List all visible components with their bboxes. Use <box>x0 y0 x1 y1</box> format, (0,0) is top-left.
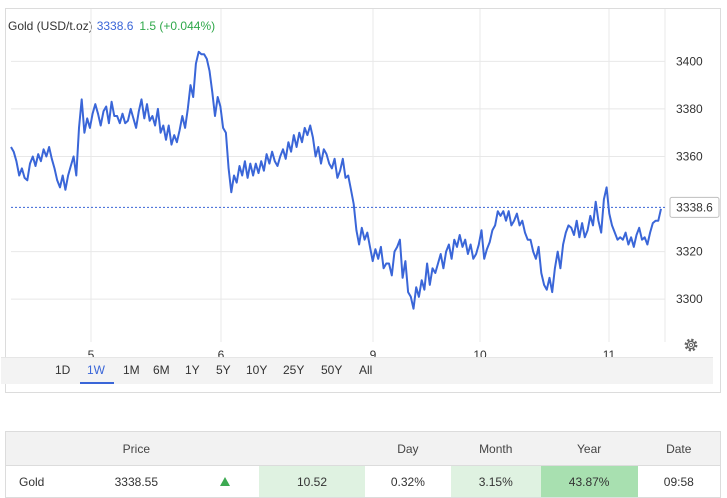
active-range-indicator <box>80 382 114 384</box>
x-tick-label: 5 <box>88 348 95 360</box>
cell-year: 43.87% <box>540 465 638 498</box>
range-6m[interactable]: 6M <box>153 363 170 377</box>
col-header-change <box>259 431 365 466</box>
cell-price: 3338.55 <box>81 465 192 498</box>
col-header-day: Day <box>364 431 451 466</box>
col-header-name <box>5 431 82 466</box>
cell-month: 3.15% <box>450 465 541 498</box>
chart-panel <box>5 8 721 393</box>
col-header-trend <box>191 431 260 466</box>
col-header-price: Price <box>81 431 192 466</box>
cell-day: 0.32% <box>364 465 451 498</box>
range-selector: 1D 1W 1M 6M 1Y 5Y 10Y 25Y 50Y All <box>1 357 713 384</box>
col-header-date: Date <box>637 431 721 466</box>
range-all[interactable]: All <box>359 363 373 377</box>
up-triangle-icon <box>220 476 231 486</box>
cell-name[interactable]: Gold <box>5 465 82 498</box>
y-tick-label: 3380 <box>676 102 703 116</box>
chart-header: Gold (USD/t.oz) 3338.6 1.5 (+0.044%) <box>8 19 215 33</box>
x-tick-label: 6 <box>218 348 225 360</box>
cell-trend <box>191 465 260 498</box>
col-header-year: Year <box>540 431 638 466</box>
header-price: 3338.6 <box>96 19 134 33</box>
range-1w[interactable]: 1W <box>87 363 105 377</box>
table-header-row: Price Day Month Year Date <box>5 431 721 466</box>
price-series-line <box>10 50 662 310</box>
last-price-box <box>669 196 720 218</box>
header-change: 1.5 (+0.044%) <box>139 19 216 33</box>
chart-grid <box>11 9 666 342</box>
table-row[interactable]: Gold 3338.55 10.52 0.32% 3.15% 43.87% 09… <box>5 465 721 498</box>
y-tick-label: 3400 <box>676 54 703 68</box>
range-25y[interactable]: 25Y <box>283 363 305 377</box>
y-tick-label: 3360 <box>676 149 703 163</box>
range-10y[interactable]: 10Y <box>246 363 268 377</box>
instrument-name: Gold (USD/t.oz) <box>8 19 93 33</box>
range-1y[interactable]: 1Y <box>185 363 200 377</box>
range-5y[interactable]: 5Y <box>216 363 231 377</box>
range-1m[interactable]: 1M <box>123 363 140 377</box>
cell-change: 10.52 <box>259 465 365 498</box>
cell-date: 09:58 <box>637 465 721 498</box>
last-price-label: 3338.6 <box>676 200 713 214</box>
col-header-month: Month <box>450 431 541 466</box>
y-tick-label: 3300 <box>676 292 703 306</box>
range-50y[interactable]: 50Y <box>321 363 343 377</box>
gear-icon[interactable] <box>683 337 699 353</box>
x-tick-label: 9 <box>370 348 377 360</box>
y-tick-label: 3320 <box>676 245 703 259</box>
range-1d[interactable]: 1D <box>55 363 71 377</box>
chart-series: 3338.6 <box>10 50 720 310</box>
quote-table: Price Day Month Year Date Gold 3338.55 1… <box>5 431 721 498</box>
